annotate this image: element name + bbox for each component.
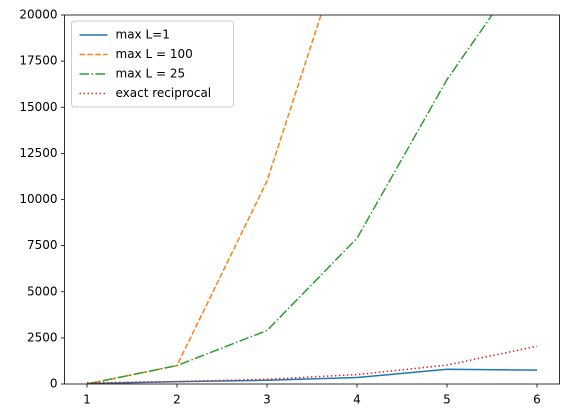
series-line (86, 368, 538, 384)
y-tick-label: 10000 (19, 192, 57, 206)
y-tick-label: 7500 (27, 238, 58, 252)
x-tick-label: 4 (353, 393, 361, 407)
y-tick-label: 15000 (19, 100, 57, 114)
y-tick-label: 12500 (19, 146, 57, 160)
series-line (86, 345, 538, 384)
y-tick-label: 2500 (27, 330, 58, 344)
x-tick-label: 6 (533, 393, 541, 407)
x-tick-label: 1 (83, 393, 91, 407)
legend-label: max L=1 (116, 28, 170, 42)
y-tick-label: 5000 (27, 284, 58, 298)
x-tick-label: 3 (263, 393, 271, 407)
y-tick-label: 20000 (19, 8, 57, 22)
y-tick-label: 17500 (19, 54, 57, 68)
legend-frame (71, 20, 234, 108)
y-tick-label: 0 (50, 377, 58, 391)
legend-label: max L = 25 (116, 67, 186, 81)
x-tick-label: 5 (443, 393, 451, 407)
series-line (86, 15, 493, 384)
legend-label: exact reciprocal (116, 86, 212, 100)
plot-area (86, 15, 538, 384)
legend-label: max L = 100 (116, 47, 193, 61)
x-tick-label: 2 (173, 393, 181, 407)
